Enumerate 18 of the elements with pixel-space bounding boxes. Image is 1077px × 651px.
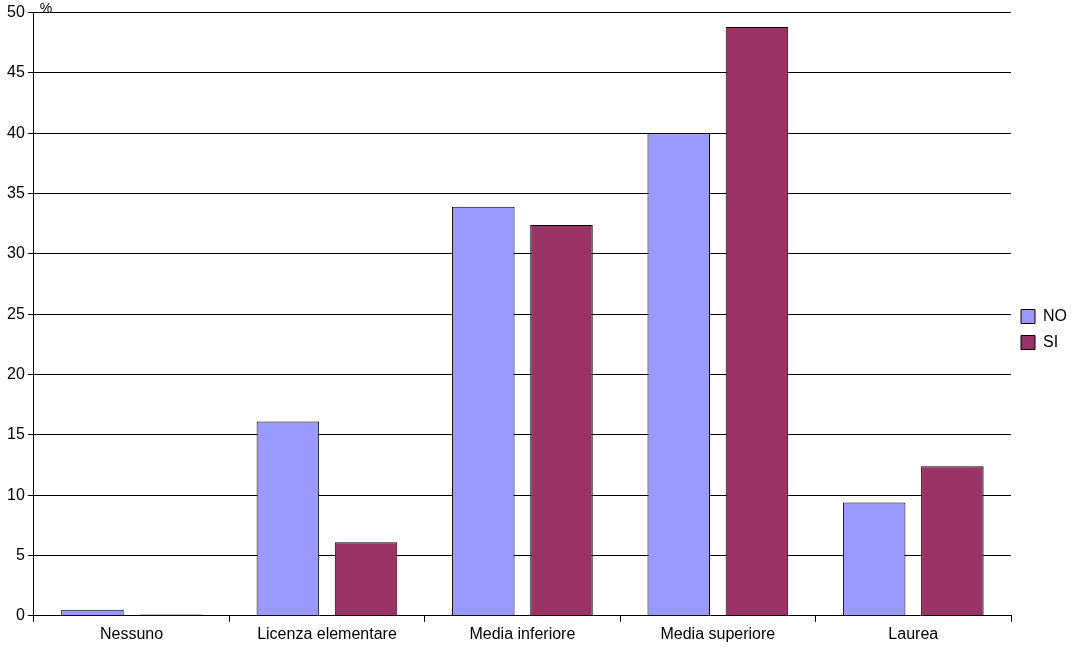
x-tick-label: Media inferiore xyxy=(469,624,576,642)
x-tick-label: Nessuno xyxy=(99,624,164,642)
legend-label: NO xyxy=(1043,306,1067,324)
x-tick-label: Licenza elementare xyxy=(257,624,397,642)
x-tick-label: Media superiore xyxy=(660,624,776,642)
y-tick-label: 45 xyxy=(7,63,25,81)
y-tick-label: 10 xyxy=(7,485,25,503)
x-tick-label: Laurea xyxy=(888,624,939,642)
y-tick-label: 35 xyxy=(7,183,25,201)
y-tick-label: 0 xyxy=(15,606,25,624)
legend-label: SI xyxy=(1043,332,1059,350)
y-tick-label: 15 xyxy=(7,425,25,443)
y-tick-label: 30 xyxy=(7,244,25,262)
y-tick-label: 25 xyxy=(7,304,25,322)
y-tick-label: 40 xyxy=(7,123,25,141)
y-tick-label: 5 xyxy=(15,545,25,563)
y-tick-label: 20 xyxy=(7,364,25,382)
y-tick-label: 50 xyxy=(7,3,25,21)
